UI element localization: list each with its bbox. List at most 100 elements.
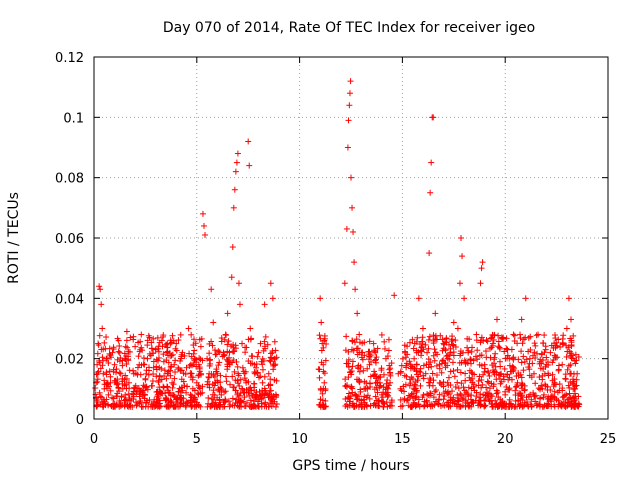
data-point — [149, 378, 156, 385]
data-point — [545, 393, 552, 400]
data-point — [259, 361, 266, 368]
y-axis-label: ROTI / TECUs — [6, 192, 22, 284]
data-point — [568, 355, 575, 362]
data-point — [191, 387, 198, 394]
data-point — [356, 368, 363, 375]
data-point — [321, 379, 328, 386]
data-point — [158, 376, 165, 383]
data-point — [468, 369, 475, 376]
data-point — [531, 393, 538, 400]
data-point — [187, 361, 194, 368]
data-point — [402, 381, 409, 388]
data-point — [538, 350, 545, 357]
data-point — [354, 395, 361, 402]
data-point — [381, 338, 388, 345]
data-point — [385, 382, 392, 389]
data-point — [266, 357, 273, 364]
data-point — [105, 391, 112, 398]
data-point — [570, 332, 577, 339]
data-point — [425, 356, 432, 363]
data-point — [415, 295, 422, 302]
data-point — [217, 372, 224, 379]
data-point — [417, 382, 424, 389]
data-point — [101, 339, 108, 346]
data-point — [481, 403, 488, 410]
data-point — [563, 391, 570, 398]
data-point — [132, 343, 139, 350]
data-point — [225, 338, 232, 345]
data-point — [540, 391, 547, 398]
data-point — [103, 381, 110, 388]
data-point — [512, 391, 519, 398]
data-point — [257, 392, 264, 399]
data-point — [165, 398, 172, 405]
data-point — [200, 222, 207, 229]
data-point — [432, 336, 439, 343]
data-point — [103, 355, 110, 362]
data-point — [433, 362, 440, 369]
data-point — [449, 399, 456, 406]
data-point — [163, 341, 170, 348]
data-point — [196, 364, 203, 371]
data-point — [438, 369, 445, 376]
data-point — [446, 356, 453, 363]
data-point — [343, 333, 350, 340]
data-point — [358, 397, 365, 404]
data-point — [345, 394, 352, 401]
data-point — [563, 353, 570, 360]
data-point — [457, 369, 464, 376]
data-point — [514, 340, 521, 347]
data-point — [440, 396, 447, 403]
data-point — [234, 150, 241, 157]
data-point — [413, 387, 420, 394]
data-point — [464, 344, 471, 351]
data-point — [432, 398, 439, 405]
data-point — [192, 356, 199, 363]
data-point — [350, 347, 357, 354]
data-point — [119, 357, 126, 364]
data-point — [226, 360, 233, 367]
data-point — [372, 393, 379, 400]
data-point — [221, 403, 228, 410]
data-point — [401, 395, 408, 402]
data-point — [347, 369, 354, 376]
data-point — [193, 402, 200, 409]
data-point — [344, 360, 351, 367]
data-point — [483, 337, 490, 344]
data-point — [449, 333, 456, 340]
y-tick-label: 0.08 — [55, 172, 84, 187]
data-point — [270, 362, 277, 369]
data-point — [483, 348, 490, 355]
data-point — [443, 353, 450, 360]
data-point — [537, 402, 544, 409]
data-point — [407, 365, 414, 372]
x-tick-label: 5 — [193, 432, 201, 447]
data-point — [215, 362, 222, 369]
data-point — [156, 384, 163, 391]
data-point — [273, 401, 280, 408]
data-point — [387, 379, 394, 386]
data-point — [571, 385, 578, 392]
data-point — [119, 378, 126, 385]
data-point — [532, 380, 539, 387]
x-tick-label: 25 — [600, 432, 617, 447]
grid — [94, 57, 608, 419]
data-point — [188, 370, 195, 377]
data-point — [96, 283, 103, 290]
data-point — [420, 362, 427, 369]
data-point — [515, 372, 522, 379]
data-point — [138, 331, 145, 338]
data-point — [449, 359, 456, 366]
data-point — [180, 378, 187, 385]
data-point — [373, 384, 380, 391]
data-point — [564, 348, 571, 355]
data-point — [565, 295, 572, 302]
data-point — [452, 343, 459, 350]
data-point — [535, 331, 542, 338]
data-point — [253, 364, 260, 371]
data-point — [109, 394, 116, 401]
data-point — [406, 358, 413, 365]
data-point — [397, 396, 404, 403]
data-point — [441, 341, 448, 348]
data-point — [175, 364, 182, 371]
